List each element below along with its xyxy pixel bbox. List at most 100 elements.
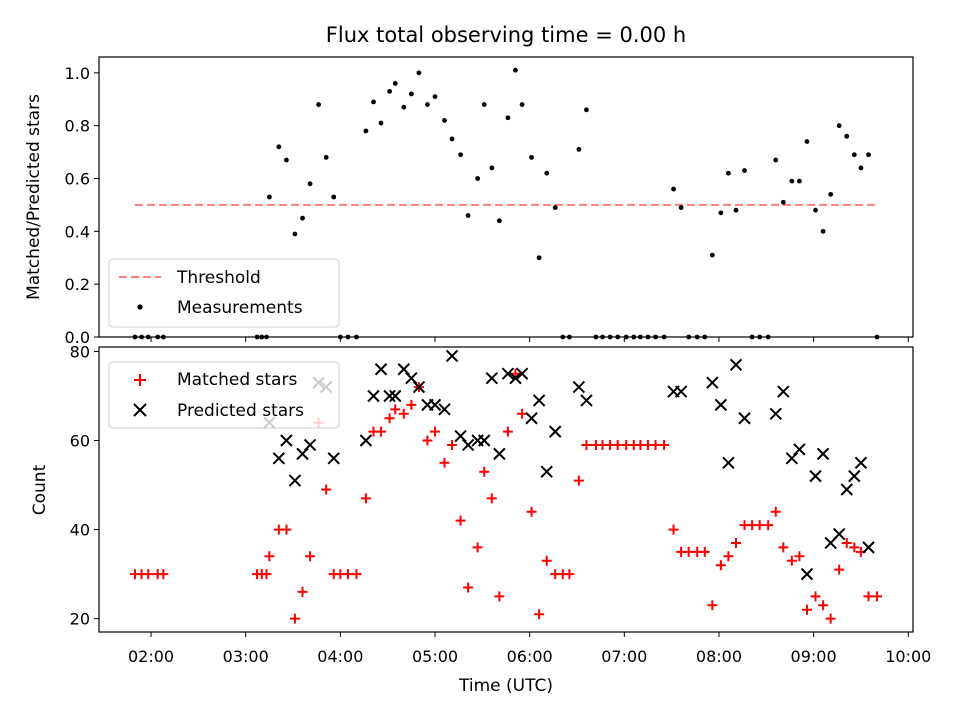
measurement-point — [387, 88, 392, 94]
measurement-point — [851, 152, 857, 158]
top-plot-frame — [98, 56, 914, 338]
predicted-star-point — [532, 394, 546, 407]
y-tick-label: 40 — [70, 521, 90, 540]
matched-star-point — [455, 515, 466, 526]
matched-star-point — [564, 569, 575, 580]
matched-star-point — [376, 426, 387, 437]
measurement-point — [316, 102, 321, 107]
x-tick-label: 08:00 — [696, 647, 742, 666]
matched-star-point — [801, 604, 812, 615]
matched-star-point — [447, 439, 458, 450]
y-tick-label: 0.8 — [65, 117, 90, 136]
measurement-point — [331, 194, 337, 200]
predicted-star-point — [478, 434, 491, 447]
predicted-star-point — [800, 567, 814, 581]
x-tick-label: 05:00 — [412, 647, 458, 666]
y-tick-label: 0.4 — [65, 222, 90, 241]
measurement-point — [276, 144, 282, 150]
legend-matched-swatch — [134, 374, 146, 386]
predicted-star-point — [280, 434, 293, 447]
matched-star-point — [264, 551, 275, 562]
predicted-star-point — [540, 465, 553, 478]
matched-star-point — [289, 613, 300, 624]
measurement-point — [789, 178, 795, 184]
measurement-point — [709, 252, 715, 258]
measurement-point — [465, 213, 471, 218]
top-marks — [132, 67, 880, 340]
measurement-point — [858, 165, 864, 171]
x-tick-label: 03:00 — [223, 647, 269, 666]
predicted-star-point — [572, 380, 586, 394]
matched-star-point — [810, 591, 821, 602]
measurement-point — [584, 107, 589, 113]
matched-star-point — [872, 591, 883, 602]
measurement-point — [416, 70, 422, 76]
measurement-point — [449, 136, 455, 142]
predicted-star-point — [485, 371, 499, 385]
measurement-point — [505, 115, 511, 121]
matched-star-point — [439, 457, 450, 468]
bottom-legend-box — [108, 361, 340, 429]
predicted-star-point — [848, 469, 861, 483]
measurement-point — [552, 205, 558, 210]
matched-star-point — [770, 506, 781, 517]
top-x-ticks — [150, 337, 909, 342]
matched-star-point — [581, 439, 592, 450]
measurement-point — [797, 178, 802, 184]
top-y-axis-label: Matched/Predicted stars — [24, 94, 44, 300]
matched-star-point — [342, 569, 353, 580]
predicted-star-point — [438, 403, 451, 416]
measurement-point — [671, 186, 676, 192]
measurement-point — [371, 99, 376, 105]
matched-star-point — [384, 413, 395, 424]
matched-star-point — [494, 591, 505, 602]
measurement-point — [363, 128, 369, 134]
matched-star-point — [305, 551, 316, 562]
measurement-point — [519, 102, 525, 107]
measurement-point — [392, 81, 398, 86]
measurement-point — [496, 218, 502, 224]
x-tick-label: 04:00 — [317, 647, 363, 666]
bottom-y-axis: 20 40 60 80 — [70, 342, 99, 629]
matched-star-point — [261, 569, 272, 580]
y-tick-label: 80 — [70, 342, 90, 361]
y-tick-label: 20 — [70, 610, 90, 629]
y-tick-label: 0.2 — [65, 275, 90, 294]
predicted-star-point — [738, 412, 751, 425]
bottom-marks — [129, 349, 883, 624]
matched-star-point — [723, 551, 734, 562]
measurement-point — [836, 123, 842, 129]
predicted-star-point — [706, 376, 719, 389]
matched-star-point — [849, 542, 860, 553]
predicted-star-point — [674, 385, 688, 398]
predicted-star-point — [854, 456, 868, 469]
predicted-star-point — [840, 483, 853, 496]
y-tick-label: 0.6 — [65, 170, 90, 189]
predicted-star-point — [515, 367, 529, 380]
predicted-star-point — [714, 398, 728, 412]
measurement-point — [425, 102, 430, 107]
measurement-point — [828, 191, 834, 197]
measurement-point — [378, 120, 384, 126]
measurement-point — [529, 154, 534, 160]
matched-star-point — [472, 542, 483, 553]
matched-star-point — [430, 426, 441, 437]
matched-star-point — [825, 613, 836, 624]
measurement-point — [813, 207, 818, 213]
measurement-point — [300, 215, 305, 221]
predicted-star-point — [272, 452, 286, 465]
legend-predicted-swatch — [133, 403, 147, 417]
matched-star-point — [659, 439, 670, 450]
matched-star-point — [281, 524, 292, 535]
bottom-plot-frame — [98, 346, 914, 633]
matched-star-point — [818, 600, 829, 611]
chart-title: Flux total observing time = 0.00 h — [326, 23, 686, 47]
matched-star-point — [517, 408, 528, 419]
matched-star-point — [683, 546, 694, 557]
measurement-point — [401, 104, 407, 110]
measurement-point — [442, 117, 447, 123]
measurement-point — [726, 170, 731, 176]
predicted-star-point — [769, 407, 782, 421]
